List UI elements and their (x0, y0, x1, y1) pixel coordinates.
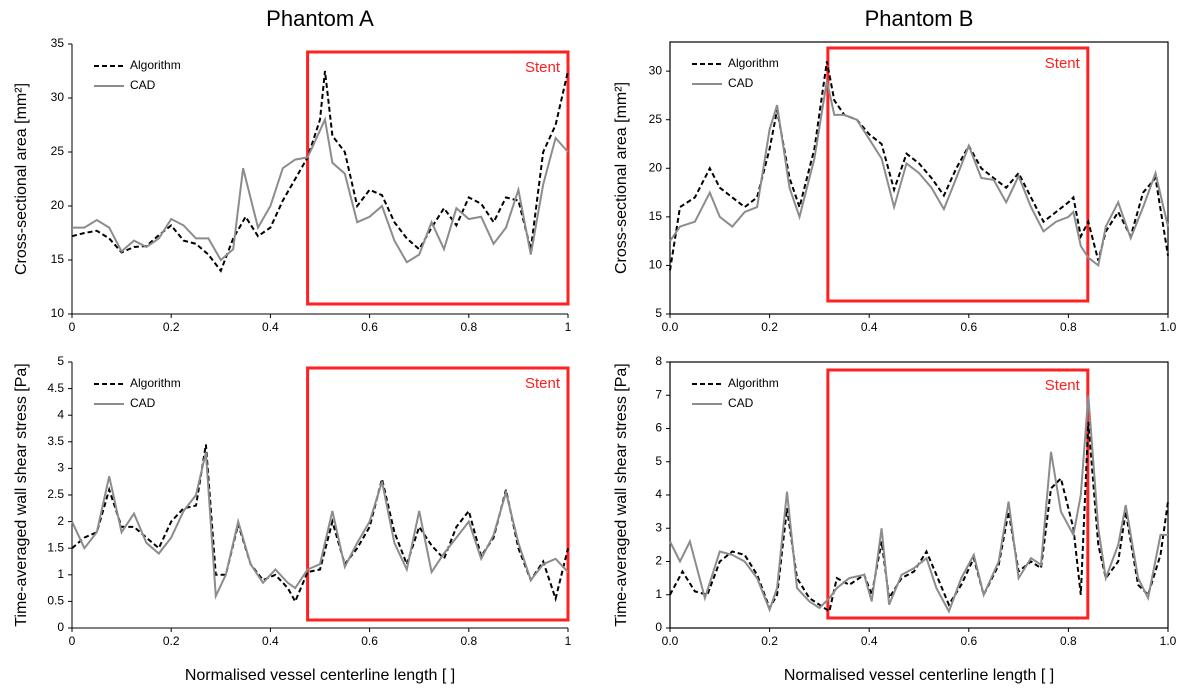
series-line (71, 452, 569, 601)
x-tick-label: 0.6 (361, 320, 378, 334)
series-line (72, 116, 569, 264)
stent-box (826, 368, 1090, 620)
y-tick-label: 6 (655, 421, 662, 435)
x-axis-label: Normalised vessel centerline length [ ] (784, 667, 1054, 684)
legend-label: Algorithm (728, 376, 779, 390)
series-line (669, 80, 1169, 268)
legend-label: Algorithm (130, 376, 181, 390)
chart-title: Phantom A (266, 6, 374, 31)
y-tick-label: 10 (51, 306, 65, 320)
x-tick-label: 0.2 (761, 320, 778, 334)
x-tick-label: 1.0 (1160, 320, 1177, 334)
stent-label: Stent (1045, 55, 1081, 72)
x-tick-label: 0.4 (861, 634, 878, 648)
y-axis-label: Time-averaged wall shear stress [Pa] (13, 363, 30, 627)
plot-frame (669, 41, 1169, 315)
y-tick-label: 20 (649, 160, 663, 174)
y-tick-label: 2.5 (47, 487, 64, 501)
legend-label: Algorithm (728, 56, 779, 70)
stent-box (306, 366, 570, 622)
x-tick-label: 0.4 (262, 634, 279, 648)
x-tick-label: 0.0 (662, 634, 679, 648)
legend-label: CAD (130, 396, 156, 410)
y-tick-label: 15 (649, 209, 663, 223)
y-tick-label: 10 (649, 258, 663, 272)
x-tick-label: 1 (565, 320, 572, 334)
x-tick-label: 0.6 (960, 320, 977, 334)
y-tick-label: 1 (57, 567, 64, 581)
y-tick-label: 25 (51, 144, 65, 158)
x-tick-label: 0.8 (460, 320, 477, 334)
y-tick-label: 5 (655, 454, 662, 468)
x-tick-label: 0.0 (662, 320, 679, 334)
y-tick-label: 20 (51, 198, 65, 212)
x-tick-label: 0.4 (861, 320, 878, 334)
y-tick-label: 25 (649, 112, 663, 126)
y-tick-label: 3.5 (47, 434, 64, 448)
stent-box (826, 46, 1090, 303)
y-tick-label: 7 (655, 387, 662, 401)
legend-label: Algorithm (130, 58, 181, 72)
y-tick-label: 15 (51, 252, 65, 266)
y-tick-label: 1.5 (47, 540, 64, 554)
y-tick-label: 1 (655, 587, 662, 601)
x-tick-label: 0.2 (163, 634, 180, 648)
x-tick-label: 0.2 (761, 634, 778, 648)
y-tick-label: 5 (57, 354, 64, 368)
series-line (669, 61, 1169, 271)
y-tick-label: 30 (51, 90, 65, 104)
y-axis-label: Time-averaged wall shear stress [Pa] (613, 363, 630, 627)
stent-label: Stent (525, 375, 561, 392)
legend-label: CAD (728, 396, 754, 410)
legend-label: CAD (130, 78, 156, 92)
y-tick-label: 3 (655, 520, 662, 534)
y-tick-label: 4 (57, 407, 64, 421)
y-tick-label: 0 (655, 620, 662, 634)
y-tick-label: 30 (649, 63, 663, 77)
y-tick-label: 5 (655, 306, 662, 320)
y-tick-label: 35 (51, 36, 65, 50)
x-tick-label: 0.8 (460, 634, 477, 648)
y-tick-label: 4 (655, 487, 662, 501)
y-tick-label: 2 (655, 554, 662, 568)
series-line (669, 395, 1168, 614)
x-tick-label: 0.8 (1060, 634, 1077, 648)
legend-label: CAD (728, 76, 754, 90)
y-tick-label: 8 (655, 354, 662, 368)
x-tick-label: 0 (69, 634, 76, 648)
stent-label: Stent (1045, 377, 1081, 394)
x-tick-label: 0.2 (163, 320, 180, 334)
x-tick-label: 0.4 (262, 320, 279, 334)
y-tick-label: 3 (57, 461, 64, 475)
chart-title: Phantom B (865, 6, 974, 31)
y-tick-label: 2 (57, 514, 64, 528)
y-tick-label: 0.5 (47, 594, 64, 608)
y-tick-label: 0 (57, 620, 64, 634)
x-tick-label: 0.6 (361, 634, 378, 648)
x-tick-label: 1.0 (1160, 634, 1177, 648)
x-axis-label: Normalised vessel centerline length [ ] (185, 667, 455, 684)
stent-label: Stent (525, 59, 561, 76)
y-axis-label: Cross-sectional area [mm²] (613, 82, 630, 274)
y-tick-label: 4.5 (47, 381, 64, 395)
x-tick-label: 0.6 (960, 634, 977, 648)
x-tick-label: 0.8 (1060, 320, 1077, 334)
series-line (71, 444, 569, 604)
stent-box (306, 50, 570, 306)
y-axis-label: Cross-sectional area [mm²] (13, 83, 30, 275)
x-tick-label: 0 (69, 320, 76, 334)
series-line (71, 70, 569, 273)
series-line (669, 421, 1169, 614)
x-tick-label: 1 (565, 634, 572, 648)
